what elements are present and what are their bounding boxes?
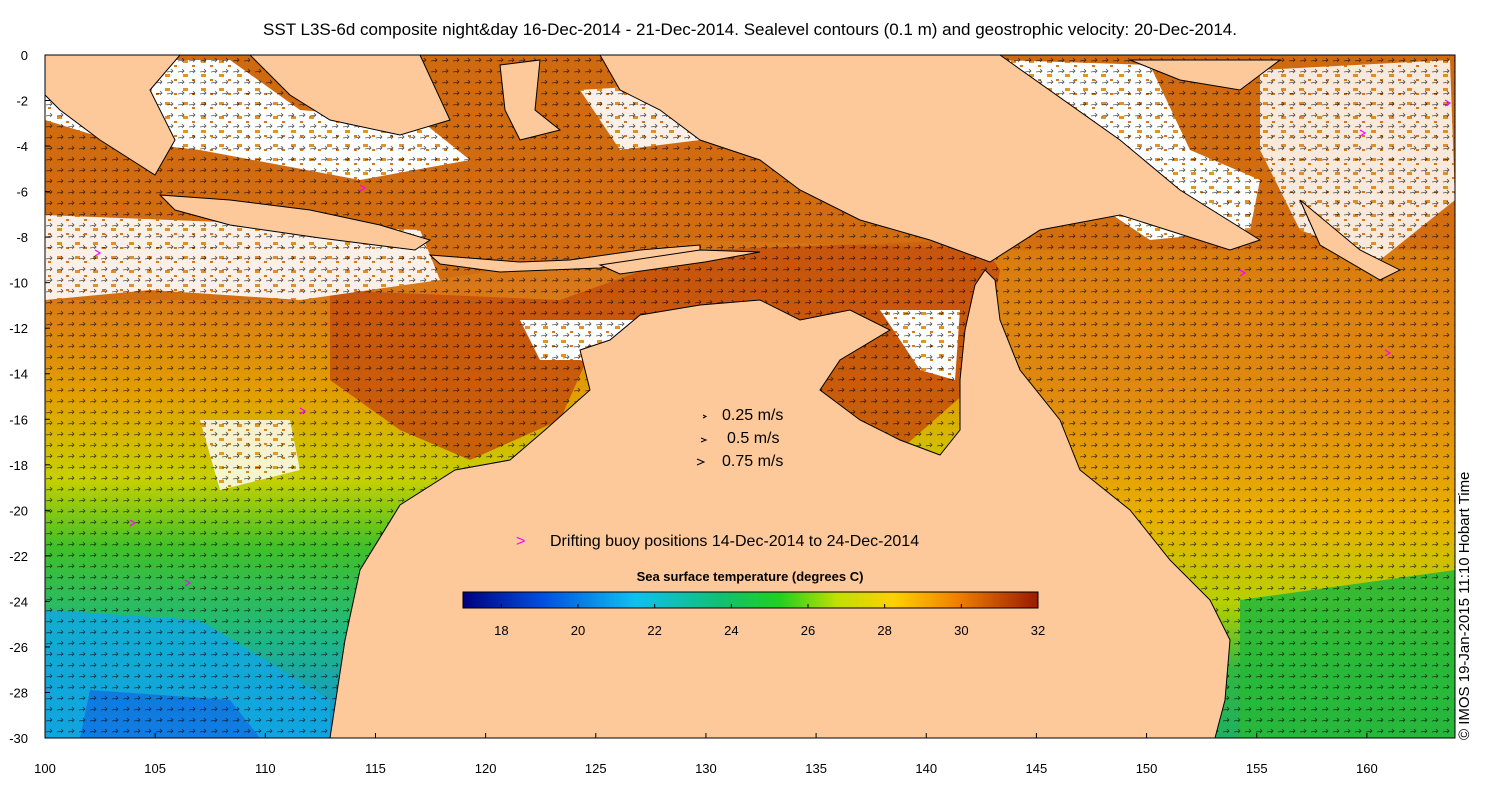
velocity-legend-label: 0.25 m/s	[722, 407, 783, 424]
buoy-legend-label: Drifting buoy positions 14-Dec-2014 to 2…	[550, 533, 919, 550]
x-tick-label: 160	[1356, 761, 1378, 776]
y-tick-label: -12	[9, 321, 28, 336]
y-tick-label: -30	[9, 731, 28, 746]
colorbar-tick-label: 30	[954, 623, 968, 638]
x-axis-ticks: 100 105 110 115 120 125 130 135 140 145 150 155 160	[34, 733, 1378, 776]
x-tick-label: 140	[915, 761, 937, 776]
sumatra	[45, 55, 181, 176]
borneo	[249, 55, 451, 136]
x-tick-label: 115	[365, 761, 386, 776]
y-tick-label: -4	[16, 139, 28, 154]
y-tick-label: -2	[16, 94, 28, 109]
y-tick-label: -16	[9, 412, 28, 427]
y-tick-label: -14	[9, 367, 28, 382]
y-tick-label: -22	[9, 549, 28, 564]
y-tick-label: -20	[9, 503, 28, 518]
colorbar-tick-label: 20	[571, 623, 585, 638]
x-tick-label: 125	[585, 761, 607, 776]
x-tick-label: 150	[1136, 761, 1158, 776]
map-plot-area	[45, 55, 1455, 738]
x-tick-label: 120	[475, 761, 497, 776]
timor	[598, 249, 761, 275]
land	[45, 55, 1402, 738]
x-tick-label: 135	[805, 761, 827, 776]
arrow-050-icon	[700, 437, 708, 443]
y-tick-label: -26	[9, 640, 28, 655]
x-tick-label: 105	[144, 761, 166, 776]
credit-text: © IMOS 19-Jan-2015 11:10 Hobart Time	[1456, 471, 1473, 740]
y-tick-label: -18	[9, 458, 28, 473]
map-title: SST L3S-6d composite night&day 16-Dec-20…	[263, 20, 1237, 39]
y-tick-label: -24	[9, 594, 28, 609]
buoy-markers	[94, 99, 1452, 587]
x-tick-label: 110	[255, 761, 276, 776]
colorbar-tick-label: 32	[1031, 623, 1045, 638]
buoy-legend: > Drifting buoy positions 14-Dec-2014 to…	[516, 533, 919, 550]
plot-frame	[44, 54, 1456, 739]
y-tick-label: -6	[16, 185, 28, 200]
x-tick-label: 130	[695, 761, 717, 776]
velocity-legend-label: 0.5 m/s	[727, 430, 779, 447]
solomons	[1299, 199, 1402, 281]
colorbar-tick-label: 28	[877, 623, 891, 638]
colorbar-tick-label: 18	[494, 623, 508, 638]
y-tick-label: -10	[9, 276, 28, 291]
java	[158, 194, 432, 251]
new-guinea	[599, 55, 1262, 263]
buoy-symbol: >	[516, 533, 525, 550]
colorbar: Sea surface temperature (degrees C) 18 20…	[462, 569, 1045, 638]
x-tick-label: 100	[34, 761, 56, 776]
x-tick-label: 145	[1026, 761, 1048, 776]
arrow-075-icon	[696, 458, 706, 466]
colorbar-tick-label: 26	[801, 623, 815, 638]
islands-ne	[1129, 59, 1282, 91]
colorbar-tick-label: 22	[647, 623, 661, 638]
y-tick-label: 0	[21, 48, 28, 63]
australia	[329, 269, 1231, 738]
colorbar-tick-label: 24	[724, 623, 738, 638]
velocity-legend-label: 0.75 m/s	[722, 453, 783, 470]
arrow-025-icon	[702, 414, 708, 419]
sulawesi	[499, 59, 562, 141]
colorbar-title: Sea surface temperature (degrees C)	[637, 569, 864, 584]
y-axis-ticks: 0 -2 -4 -6 -8 -10 -12 -14 -16 -18 -20 -22 -24 -26 -28 -…	[9, 48, 50, 746]
colorbar-ticks: 18 20 22 24 26 28 30 32	[494, 604, 1045, 638]
x-tick-label: 155	[1246, 761, 1268, 776]
y-tick-label: -28	[9, 685, 28, 700]
y-tick-label: -8	[16, 230, 28, 245]
velocity-legend: 0.25 m/s 0.5 m/s 0.75 m/s	[696, 407, 783, 470]
colorbar-scale	[462, 591, 1039, 609]
